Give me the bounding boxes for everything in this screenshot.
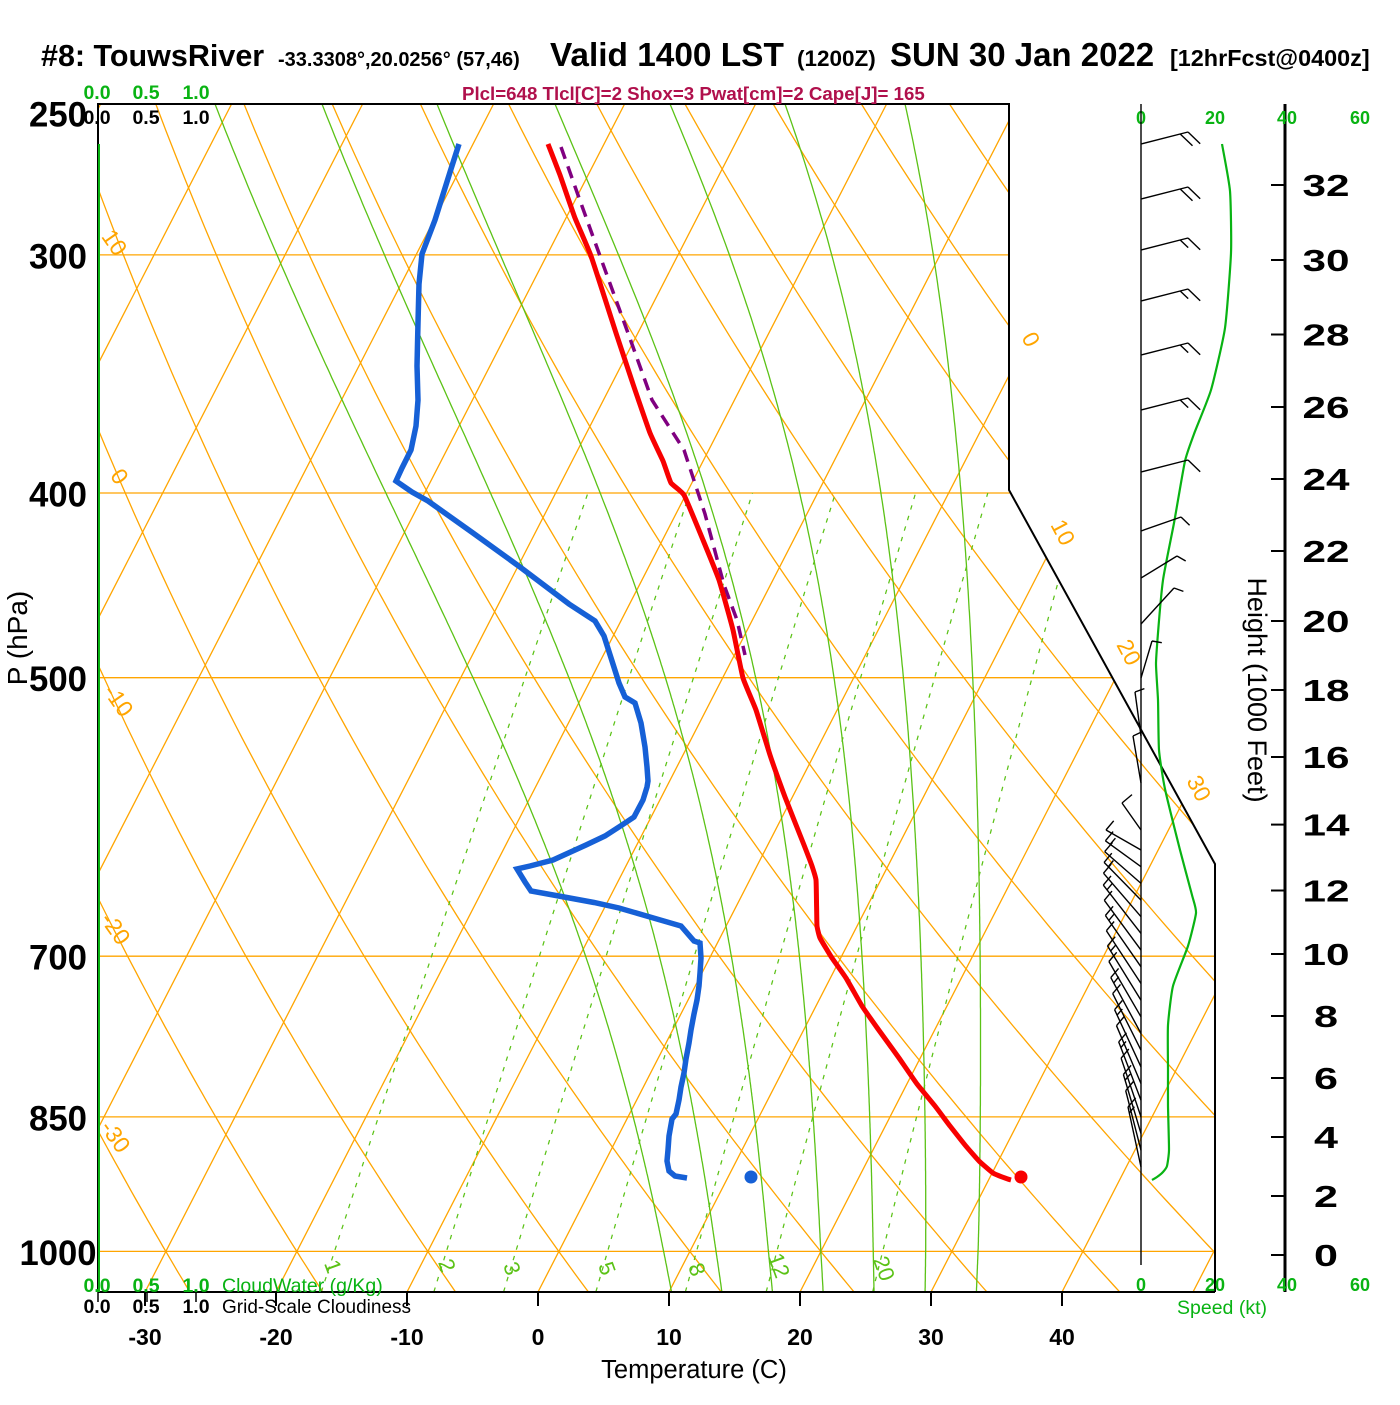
svg-text:40: 40 — [1277, 1275, 1297, 1295]
svg-text:30: 30 — [1303, 243, 1350, 278]
svg-text:1.0: 1.0 — [182, 107, 209, 129]
svg-text:0.0: 0.0 — [83, 1275, 110, 1297]
svg-text:-10: -10 — [390, 1324, 423, 1350]
svg-text:CloudWater (g/Kg): CloudWater (g/Kg) — [222, 1275, 383, 1297]
svg-text:20: 20 — [787, 1324, 813, 1350]
svg-text:(1200Z): (1200Z) — [797, 46, 876, 71]
svg-text:6: 6 — [1314, 1061, 1338, 1096]
svg-text:1.0: 1.0 — [182, 82, 209, 104]
svg-text:#8: TouwsRiver: #8: TouwsRiver — [41, 39, 264, 73]
svg-text:400: 400 — [29, 476, 87, 515]
svg-text:20: 20 — [1303, 604, 1350, 639]
svg-text:12: 12 — [1303, 874, 1350, 909]
svg-text:Temperature (C): Temperature (C) — [601, 1356, 787, 1384]
svg-text:700: 700 — [29, 939, 87, 978]
svg-text:Plcl=648 Tlcl[C]=2 Shox=3 Pwat: Plcl=648 Tlcl[C]=2 Shox=3 Pwat[cm]=2 Cap… — [462, 83, 925, 104]
svg-text:P (hPa): P (hPa) — [2, 591, 33, 685]
svg-text:60: 60 — [1350, 108, 1370, 128]
svg-text:0: 0 — [1314, 1238, 1338, 1273]
svg-text:0.0: 0.0 — [83, 107, 110, 129]
svg-text:14: 14 — [1303, 808, 1351, 843]
svg-text:20: 20 — [1205, 1275, 1225, 1295]
svg-text:[12hrFcst@0400z]: [12hrFcst@0400z] — [1170, 45, 1370, 71]
svg-text:Grid-Scale Cloudiness: Grid-Scale Cloudiness — [222, 1297, 411, 1318]
svg-text:20: 20 — [1205, 108, 1225, 128]
svg-text:0.5: 0.5 — [132, 107, 159, 129]
svg-text:1000: 1000 — [20, 1234, 97, 1273]
svg-text:Speed (kt): Speed (kt) — [1177, 1297, 1267, 1319]
svg-text:40: 40 — [1049, 1324, 1075, 1350]
svg-text:0.5: 0.5 — [132, 82, 159, 104]
svg-text:2: 2 — [1314, 1179, 1338, 1214]
svg-text:4: 4 — [1314, 1120, 1339, 1155]
svg-text:1.0: 1.0 — [182, 1275, 209, 1297]
svg-text:26: 26 — [1303, 390, 1350, 425]
svg-text:16: 16 — [1303, 740, 1350, 775]
svg-text:SUN 30 Jan 2022: SUN 30 Jan 2022 — [890, 36, 1154, 73]
svg-text:0.0: 0.0 — [83, 1296, 110, 1318]
svg-text:-33.3308°,20.0256° (57,46): -33.3308°,20.0256° (57,46) — [278, 49, 520, 71]
svg-text:32: 32 — [1303, 168, 1350, 203]
svg-text:0.5: 0.5 — [132, 1275, 159, 1297]
svg-text:500: 500 — [29, 660, 87, 699]
svg-text:Height (1000 Feet): Height (1000 Feet) — [1242, 577, 1272, 802]
svg-text:24: 24 — [1303, 462, 1351, 497]
svg-text:10: 10 — [1303, 937, 1350, 972]
svg-text:Valid 1400 LST: Valid 1400 LST — [550, 37, 784, 74]
svg-text:0.5: 0.5 — [132, 1296, 159, 1318]
svg-text:0: 0 — [1136, 1275, 1146, 1295]
svg-text:-20: -20 — [259, 1324, 292, 1350]
svg-text:300: 300 — [29, 237, 87, 276]
svg-text:250: 250 — [29, 96, 87, 135]
svg-text:-30: -30 — [128, 1324, 161, 1350]
svg-text:0: 0 — [532, 1324, 545, 1350]
svg-text:22: 22 — [1303, 534, 1350, 569]
svg-text:1.0: 1.0 — [182, 1296, 209, 1318]
svg-text:18: 18 — [1303, 673, 1350, 708]
svg-text:10: 10 — [656, 1324, 682, 1350]
svg-text:0.0: 0.0 — [83, 82, 110, 104]
svg-text:30: 30 — [918, 1324, 944, 1350]
svg-text:8: 8 — [1314, 999, 1338, 1034]
svg-text:850: 850 — [29, 1099, 87, 1138]
svg-text:40: 40 — [1277, 108, 1297, 128]
svg-text:60: 60 — [1350, 1275, 1370, 1295]
svg-text:28: 28 — [1303, 318, 1350, 353]
